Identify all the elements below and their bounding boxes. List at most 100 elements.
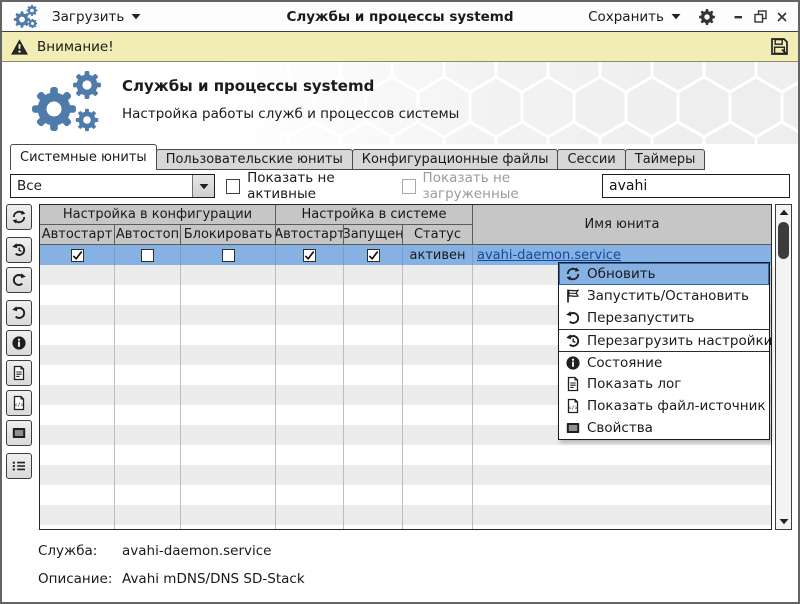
warning-icon [10,38,29,56]
tab-user-units[interactable]: Пользовательские юниты [155,149,353,170]
info-icon [564,355,581,371]
menu-item-flag[interactable]: Запустить/Остановить [559,285,769,307]
empty-table-cell [181,525,276,529]
menu-item-info[interactable]: Состояние [559,351,769,373]
empty-table-cell [115,465,181,485]
minimize-button[interactable] [733,11,745,23]
page-title: Службы и процессы systemd [122,77,375,95]
window-title: Службы и процессы systemd [286,8,514,25]
save-menu-label: Сохранить [588,8,664,25]
checkbox-box[interactable] [226,178,241,194]
empty-table-cell [473,505,771,525]
close-button[interactable] [776,11,788,23]
tab-timers[interactable]: Таймеры [624,149,706,170]
menu-item-source-file[interactable]: </> Показать файл-источник [559,395,769,417]
empty-table-cell [276,265,344,285]
side-toolbar: </> [6,204,36,530]
tab-config-files[interactable]: Конфигурационные файлы [351,149,559,170]
unit-name-cell[interactable]: avahi-daemon.service [473,245,771,265]
source-file-button[interactable]: </> [6,390,32,416]
redo-button[interactable] [6,267,32,293]
show-inactive-checkbox[interactable]: Показать не активные [226,170,390,202]
empty-table-cell [40,485,115,505]
caret-down-icon [131,13,141,20]
checkbox-checked[interactable] [70,248,84,262]
empty-table-cell [344,485,403,505]
menu-item-undo[interactable]: Перезапустить [559,307,769,329]
empty-table-cell [344,445,403,465]
empty-table-cell [473,445,771,465]
maximize-button[interactable] [754,10,767,23]
checkbox-checked[interactable] [303,248,316,262]
empty-table-cell [181,305,276,325]
save-file-button[interactable] [769,36,790,57]
column-header-running: Запущен [344,225,403,245]
empty-table-cell [115,405,181,425]
refresh-button[interactable] [6,204,32,230]
properties-button[interactable] [6,420,32,446]
menu-item-log[interactable]: Показать лог [559,373,769,395]
settings-gear-button[interactable] [697,7,717,27]
empty-table-cell [181,425,276,445]
description-value: Avahi mDNS/DNS SD-Stack [122,571,305,587]
empty-table-cell [403,325,473,345]
status-footer: Служба: avahi-daemon.service Описание: A… [2,530,798,602]
log-button[interactable] [6,360,32,386]
unit-row-checkbox-cell[interactable] [276,245,344,265]
empty-table-cell [40,505,115,525]
empty-table-cell [344,365,403,385]
checkbox-box [401,178,416,194]
unit-status-cell[interactable]: активен [403,245,473,265]
save-menu-button[interactable]: Сохранить [588,9,681,25]
table-scrollbar[interactable] [775,204,792,530]
unit-row-checkbox-cell[interactable] [181,245,276,265]
empty-table-cell [115,365,181,385]
empty-table-cell [40,385,115,405]
scrollbar-thumb[interactable] [778,222,789,259]
empty-table-cell [115,385,181,405]
empty-table-cell [40,425,115,445]
empty-table-cell [473,485,771,505]
redo-icon [11,272,27,288]
empty-table-cell [276,345,344,365]
empty-table-cell [344,345,403,365]
checkbox-unchecked[interactable] [221,248,235,262]
scroll-down-button[interactable] [776,515,791,528]
search-input[interactable] [602,174,790,198]
menu-item-label: Показать лог [587,376,682,392]
menu-item-refresh[interactable]: Обновить [559,263,769,285]
empty-table-cell [403,345,473,365]
log-icon [11,365,27,381]
empty-table-cell [276,385,344,405]
menu-item-history[interactable]: Перезагрузить настройки [559,329,772,351]
unit-list-button[interactable] [6,453,32,479]
unit-row-checkbox-cell[interactable] [344,245,403,265]
unit-row-checkbox-cell[interactable] [40,245,115,265]
empty-table-cell [403,465,473,485]
empty-table-cell [403,285,473,305]
dropdown-arrow-button[interactable] [192,175,215,197]
history-button[interactable] [6,237,32,263]
info-icon [11,335,27,351]
unit-link[interactable]: avahi-daemon.service [477,247,621,263]
page-header: Службы и процессы systemd Настройка рабо… [2,62,798,144]
empty-table-cell [115,325,181,345]
empty-table-cell [181,365,276,385]
empty-table-cell [276,425,344,445]
source-file-icon: </> [11,395,27,411]
checkbox-checked[interactable] [366,248,380,262]
menu-item-properties[interactable]: Свойства [559,417,769,439]
empty-table-cell [181,505,276,525]
load-menu-button[interactable]: Загрузить [52,9,141,25]
scroll-up-button[interactable] [776,206,791,219]
unit-filter-dropdown[interactable]: Все [10,174,216,198]
refresh-icon [564,266,581,282]
unit-row-checkbox-cell[interactable] [115,245,181,265]
tab-sessions[interactable]: Сессии [557,149,626,170]
checkbox-unchecked[interactable] [141,248,154,262]
undo-button[interactable] [6,300,32,326]
empty-table-cell [115,285,181,305]
source-file-icon: </> [564,398,581,414]
tab-system-units[interactable]: Системные юниты [10,144,157,170]
info-button[interactable] [6,330,32,356]
